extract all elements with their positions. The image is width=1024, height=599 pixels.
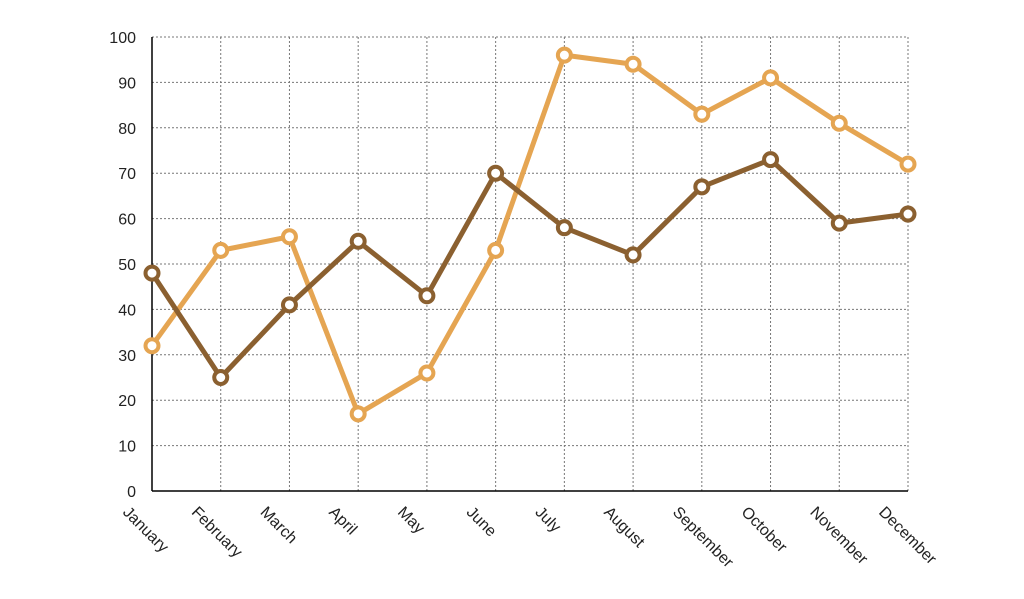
x-tick-label: October bbox=[738, 504, 791, 557]
x-tick-label: September bbox=[669, 504, 737, 572]
data-point-marker bbox=[899, 205, 917, 223]
series-2 bbox=[143, 151, 917, 386]
x-tick-label: July bbox=[532, 504, 564, 536]
data-point-marker bbox=[280, 228, 298, 246]
x-axis-tick-labels: January February March April May June July Augu… bbox=[119, 504, 940, 572]
x-tick-label: April bbox=[325, 504, 360, 539]
y-tick-label: 60 bbox=[118, 212, 136, 229]
series-1 bbox=[143, 46, 917, 423]
gridlines bbox=[152, 36, 909, 491]
series-line bbox=[149, 52, 911, 417]
x-tick-label: November bbox=[806, 504, 871, 569]
x-tick-label: March bbox=[257, 504, 300, 547]
data-point-marker bbox=[624, 55, 642, 73]
y-tick-label: 70 bbox=[118, 166, 136, 183]
y-tick-label: 80 bbox=[118, 121, 136, 138]
data-point-marker bbox=[212, 241, 230, 259]
data-point-marker bbox=[280, 296, 298, 314]
data-point-marker bbox=[762, 69, 780, 87]
data-point-marker bbox=[349, 405, 367, 423]
data-point-marker bbox=[830, 214, 848, 232]
data-point-marker bbox=[830, 114, 848, 132]
data-point-marker bbox=[624, 246, 642, 264]
data-point-marker bbox=[143, 264, 161, 282]
data-point-marker bbox=[349, 232, 367, 250]
y-axis-tick-labels: 0 10 20 30 40 50 60 70 80 90 100 bbox=[109, 30, 136, 501]
series-line bbox=[149, 157, 911, 380]
y-tick-label: 40 bbox=[118, 302, 136, 319]
data-point-marker bbox=[143, 337, 161, 355]
data-point-marker bbox=[762, 151, 780, 169]
y-tick-label: 10 bbox=[118, 439, 136, 456]
data-series bbox=[143, 46, 917, 423]
data-point-marker bbox=[418, 364, 436, 382]
x-tick-label: December bbox=[875, 504, 940, 569]
x-tick-label: February bbox=[188, 504, 245, 561]
data-point-marker bbox=[899, 155, 917, 173]
y-tick-label: 30 bbox=[118, 348, 136, 365]
data-point-marker bbox=[555, 46, 573, 64]
data-point-marker bbox=[693, 178, 711, 196]
data-point-marker bbox=[212, 369, 230, 386]
y-tick-label: 50 bbox=[118, 257, 136, 274]
x-tick-label: January bbox=[119, 504, 171, 556]
data-point-marker bbox=[487, 241, 505, 259]
x-tick-label: May bbox=[394, 504, 427, 537]
x-tick-label: June bbox=[463, 504, 500, 541]
y-tick-label: 100 bbox=[109, 30, 136, 47]
y-tick-label: 0 bbox=[127, 484, 136, 501]
data-point-marker bbox=[555, 219, 573, 237]
y-tick-label: 20 bbox=[118, 393, 136, 410]
axes bbox=[151, 37, 908, 492]
data-point-marker bbox=[487, 164, 505, 182]
x-tick-label: August bbox=[600, 504, 648, 552]
data-point-marker bbox=[418, 287, 436, 305]
y-tick-label: 90 bbox=[118, 75, 136, 92]
data-point-marker bbox=[693, 105, 711, 123]
